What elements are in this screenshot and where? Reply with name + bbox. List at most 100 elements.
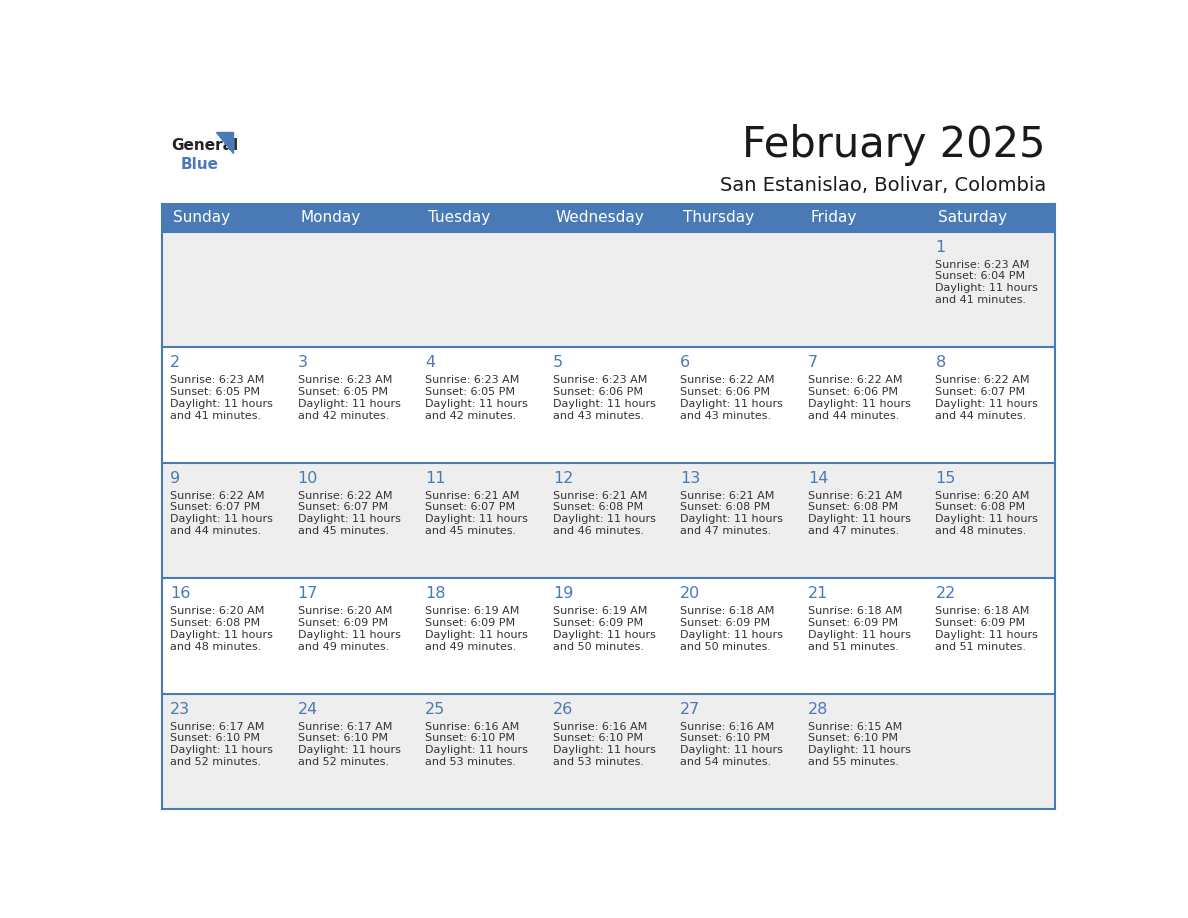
Text: Sunrise: 6:21 AM: Sunrise: 6:21 AM: [808, 490, 903, 500]
Text: San Estanislao, Bolivar, Colombia: San Estanislao, Bolivar, Colombia: [720, 175, 1045, 195]
Text: Sunset: 6:07 PM: Sunset: 6:07 PM: [170, 502, 260, 512]
Text: and 50 minutes.: and 50 minutes.: [681, 642, 771, 652]
Text: Daylight: 11 hours: Daylight: 11 hours: [808, 399, 911, 409]
Text: Daylight: 11 hours: Daylight: 11 hours: [552, 745, 656, 756]
Text: Sunset: 6:06 PM: Sunset: 6:06 PM: [552, 387, 643, 397]
Text: 1: 1: [935, 240, 946, 254]
Text: Daylight: 11 hours: Daylight: 11 hours: [298, 399, 400, 409]
Text: Sunrise: 6:16 AM: Sunrise: 6:16 AM: [681, 722, 775, 732]
Polygon shape: [215, 132, 233, 152]
Text: 8: 8: [935, 355, 946, 370]
Text: and 54 minutes.: and 54 minutes.: [681, 757, 771, 767]
Text: Daylight: 11 hours: Daylight: 11 hours: [681, 745, 783, 756]
Text: Daylight: 11 hours: Daylight: 11 hours: [552, 399, 656, 409]
Text: 16: 16: [170, 586, 190, 601]
Text: Sunset: 6:09 PM: Sunset: 6:09 PM: [425, 618, 516, 628]
Text: Sunday: Sunday: [172, 210, 229, 226]
Text: Daylight: 11 hours: Daylight: 11 hours: [935, 514, 1038, 524]
Text: Sunrise: 6:19 AM: Sunrise: 6:19 AM: [552, 606, 647, 616]
Text: Daylight: 11 hours: Daylight: 11 hours: [298, 745, 400, 756]
Text: 12: 12: [552, 471, 573, 486]
Text: and 46 minutes.: and 46 minutes.: [552, 526, 644, 536]
Text: Sunrise: 6:18 AM: Sunrise: 6:18 AM: [681, 606, 775, 616]
Text: Sunset: 6:10 PM: Sunset: 6:10 PM: [808, 733, 898, 744]
Text: 9: 9: [170, 471, 181, 486]
Text: Daylight: 11 hours: Daylight: 11 hours: [808, 514, 911, 524]
Text: Friday: Friday: [810, 210, 857, 226]
Bar: [163, 347, 1055, 463]
Text: 25: 25: [425, 701, 446, 717]
Text: Daylight: 11 hours: Daylight: 11 hours: [681, 399, 783, 409]
Text: Sunset: 6:08 PM: Sunset: 6:08 PM: [170, 618, 260, 628]
Text: Sunset: 6:10 PM: Sunset: 6:10 PM: [681, 733, 770, 744]
Text: 7: 7: [808, 355, 819, 370]
Text: 11: 11: [425, 471, 446, 486]
Text: and 47 minutes.: and 47 minutes.: [681, 526, 772, 536]
Text: and 53 minutes.: and 53 minutes.: [425, 757, 517, 767]
Text: Sunset: 6:07 PM: Sunset: 6:07 PM: [935, 387, 1025, 397]
Text: 28: 28: [808, 701, 828, 717]
Text: Thursday: Thursday: [683, 210, 754, 226]
Text: Sunrise: 6:16 AM: Sunrise: 6:16 AM: [552, 722, 647, 732]
Text: and 44 minutes.: and 44 minutes.: [808, 411, 899, 420]
Text: Sunset: 6:08 PM: Sunset: 6:08 PM: [935, 502, 1025, 512]
Text: 4: 4: [425, 355, 436, 370]
Text: Sunset: 6:10 PM: Sunset: 6:10 PM: [170, 733, 260, 744]
Text: Daylight: 11 hours: Daylight: 11 hours: [808, 630, 911, 640]
Text: Sunrise: 6:18 AM: Sunrise: 6:18 AM: [935, 606, 1030, 616]
Text: Daylight: 11 hours: Daylight: 11 hours: [808, 745, 911, 756]
Text: Sunset: 6:06 PM: Sunset: 6:06 PM: [808, 387, 898, 397]
Text: and 45 minutes.: and 45 minutes.: [298, 526, 388, 536]
Text: Daylight: 11 hours: Daylight: 11 hours: [425, 745, 529, 756]
Text: 10: 10: [298, 471, 318, 486]
Bar: [163, 694, 1055, 810]
Text: Sunrise: 6:21 AM: Sunrise: 6:21 AM: [552, 490, 647, 500]
Text: Sunset: 6:07 PM: Sunset: 6:07 PM: [425, 502, 516, 512]
Text: Sunrise: 6:22 AM: Sunrise: 6:22 AM: [808, 375, 903, 385]
Text: and 41 minutes.: and 41 minutes.: [170, 411, 261, 420]
Text: 22: 22: [935, 586, 955, 601]
Text: 15: 15: [935, 471, 956, 486]
Text: Daylight: 11 hours: Daylight: 11 hours: [298, 630, 400, 640]
Text: Sunrise: 6:23 AM: Sunrise: 6:23 AM: [170, 375, 265, 385]
Text: 26: 26: [552, 701, 573, 717]
Text: Sunrise: 6:22 AM: Sunrise: 6:22 AM: [170, 490, 265, 500]
Text: General: General: [172, 138, 239, 152]
Text: Sunset: 6:10 PM: Sunset: 6:10 PM: [425, 733, 516, 744]
Text: Daylight: 11 hours: Daylight: 11 hours: [935, 630, 1038, 640]
Text: Daylight: 11 hours: Daylight: 11 hours: [170, 745, 273, 756]
Text: Sunrise: 6:17 AM: Sunrise: 6:17 AM: [170, 722, 265, 732]
Text: 21: 21: [808, 586, 828, 601]
Text: 2: 2: [170, 355, 181, 370]
Text: Sunset: 6:05 PM: Sunset: 6:05 PM: [425, 387, 516, 397]
Text: 5: 5: [552, 355, 563, 370]
Text: Sunrise: 6:17 AM: Sunrise: 6:17 AM: [298, 722, 392, 732]
Text: Daylight: 11 hours: Daylight: 11 hours: [935, 284, 1038, 294]
Text: Sunrise: 6:20 AM: Sunrise: 6:20 AM: [935, 490, 1030, 500]
Text: Sunset: 6:05 PM: Sunset: 6:05 PM: [298, 387, 387, 397]
Text: 18: 18: [425, 586, 446, 601]
Text: and 42 minutes.: and 42 minutes.: [298, 411, 388, 420]
Text: Tuesday: Tuesday: [428, 210, 489, 226]
Text: Daylight: 11 hours: Daylight: 11 hours: [425, 514, 529, 524]
Text: 17: 17: [298, 586, 318, 601]
Text: Daylight: 11 hours: Daylight: 11 hours: [552, 630, 656, 640]
Text: 24: 24: [298, 701, 318, 717]
Text: Daylight: 11 hours: Daylight: 11 hours: [425, 399, 529, 409]
Text: Wednesday: Wednesday: [555, 210, 644, 226]
Text: Sunset: 6:08 PM: Sunset: 6:08 PM: [681, 502, 771, 512]
Text: and 44 minutes.: and 44 minutes.: [935, 411, 1026, 420]
Text: 3: 3: [298, 355, 308, 370]
Text: Daylight: 11 hours: Daylight: 11 hours: [298, 514, 400, 524]
Text: Sunset: 6:06 PM: Sunset: 6:06 PM: [681, 387, 770, 397]
Text: Sunset: 6:10 PM: Sunset: 6:10 PM: [298, 733, 387, 744]
Text: and 55 minutes.: and 55 minutes.: [808, 757, 899, 767]
Text: and 45 minutes.: and 45 minutes.: [425, 526, 517, 536]
Text: 23: 23: [170, 701, 190, 717]
Text: and 43 minutes.: and 43 minutes.: [681, 411, 771, 420]
Text: and 42 minutes.: and 42 minutes.: [425, 411, 517, 420]
Text: Sunrise: 6:21 AM: Sunrise: 6:21 AM: [425, 490, 519, 500]
Text: Sunrise: 6:20 AM: Sunrise: 6:20 AM: [298, 606, 392, 616]
Bar: [163, 204, 1055, 232]
Text: 27: 27: [681, 701, 701, 717]
